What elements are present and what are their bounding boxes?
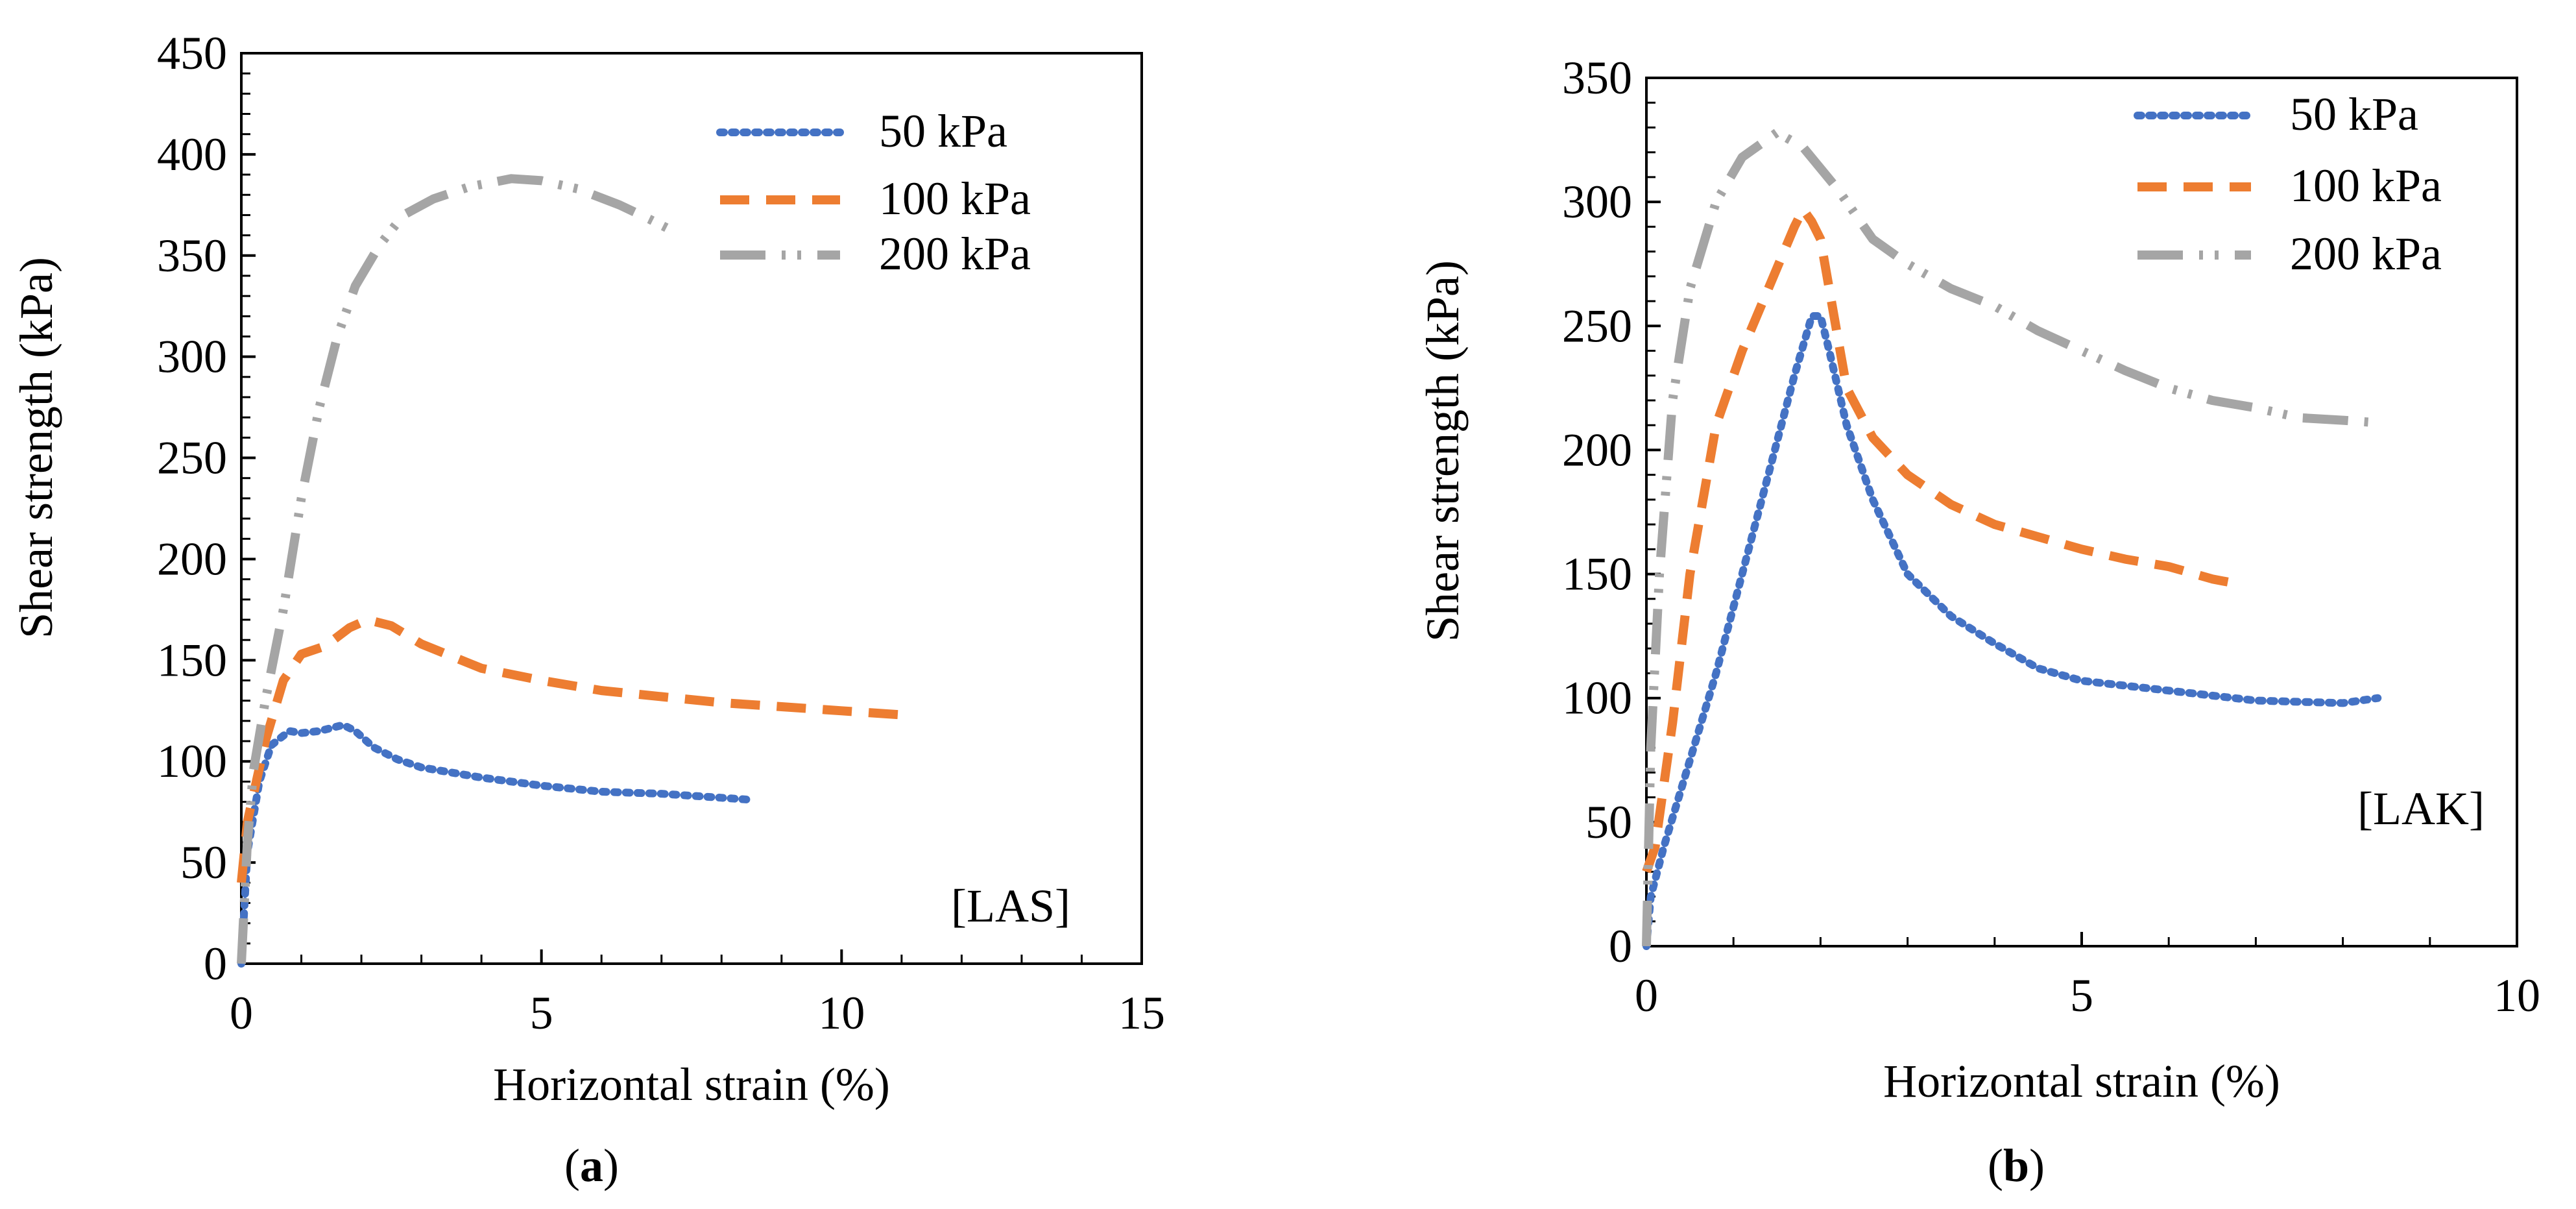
y-tick-label: 400	[157, 128, 227, 180]
legend-label: 100 kPa	[879, 173, 1031, 225]
y-tick-label: 300	[1562, 176, 1632, 228]
y-tick-label: 350	[1562, 52, 1632, 104]
panel-caption: (b)	[1988, 1140, 2045, 1191]
y-tick-label: 200	[157, 533, 227, 585]
legend-label: 50 kPa	[2290, 88, 2418, 140]
y-axis-title: Shear strength (kPa)	[1417, 260, 1469, 642]
x-tick-label: 0	[1635, 970, 1658, 1021]
y-tick-label: 50	[1585, 796, 1632, 848]
y-tick-label: 250	[1562, 300, 1632, 352]
y-tick-label: 250	[157, 432, 227, 484]
y-tick-label: 150	[1562, 548, 1632, 600]
legend-label: 100 kPa	[2290, 160, 2442, 212]
y-tick-label: 300	[157, 331, 227, 383]
x-tick-label: 0	[230, 987, 253, 1039]
y-tick-label: 0	[1609, 920, 1632, 972]
x-tick-label: 5	[2070, 970, 2093, 1021]
series-line-50-kpa	[237, 721, 756, 968]
panel-tag: [LAS]	[951, 880, 1070, 932]
legend-label: 200 kPa	[879, 228, 1031, 280]
chart-panel-1: 0 50 100 150 200 250 300 350 400 450 0 5 10 15 50 kPa 1…	[10, 27, 1165, 1191]
x-tick-label: 10	[818, 987, 865, 1039]
panel-tag: [LAK]	[2357, 783, 2485, 835]
y-axis-title: Shear strength (kPa)	[10, 257, 62, 639]
y-tick-label: 0	[204, 938, 227, 990]
chart-panel-2: 0 50 100 150 200 250 300 350 0 5 10 50 kPa 100 kPa 20…	[1417, 52, 2540, 1191]
panel-caption: (a)	[564, 1140, 619, 1191]
y-tick-label: 150	[157, 634, 227, 686]
x-tick-label: 5	[530, 987, 553, 1039]
plot-frame	[240, 52, 1143, 965]
y-tick-label: 450	[157, 27, 227, 79]
y-tick-label: 350	[157, 230, 227, 282]
series-line-100-kpa	[237, 615, 902, 883]
series-line-200-kpa	[237, 174, 676, 964]
y-tick-label: 200	[1562, 424, 1632, 476]
legend-label: 200 kPa	[2290, 228, 2442, 280]
y-tick-label: 100	[1562, 672, 1632, 724]
series-line-100-kpa	[1642, 204, 2239, 873]
series-line-50-kpa	[1643, 312, 2382, 950]
x-tick-label: 15	[1118, 987, 1165, 1039]
x-axis-title: Horizontal strain (%)	[1883, 1055, 2280, 1107]
x-axis-title: Horizontal strain (%)	[493, 1058, 890, 1110]
y-tick-label: 100	[157, 735, 227, 787]
legend-label: 50 kPa	[879, 105, 1007, 157]
x-tick-label: 10	[2494, 970, 2540, 1021]
series-line-200-kpa	[1642, 128, 2378, 947]
y-tick-label: 50	[180, 837, 227, 888]
